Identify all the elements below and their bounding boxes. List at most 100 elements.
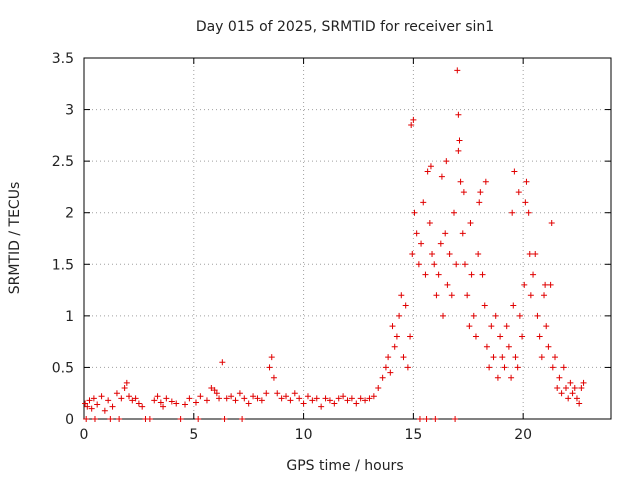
chart-title: Day 015 of 2025, SRMTID for receiver sin…: [196, 19, 494, 35]
data-point: [497, 333, 504, 340]
data-point: [107, 416, 114, 422]
data-point: [438, 173, 445, 180]
data-point: [444, 281, 451, 288]
data-point: [146, 416, 153, 422]
data-point: [236, 390, 243, 397]
data-point: [160, 403, 167, 410]
data-point: [457, 178, 464, 185]
data-point: [422, 271, 429, 278]
data-point: [291, 390, 298, 397]
x-tick-label: 15: [404, 427, 422, 443]
data-point: [84, 403, 91, 410]
data-point: [278, 395, 285, 402]
data-point: [460, 189, 467, 196]
data-point: [258, 397, 265, 404]
data-point: [548, 220, 555, 227]
data-point: [362, 397, 369, 404]
data-point: [132, 395, 139, 402]
data-point: [300, 400, 307, 407]
data-point: [211, 387, 218, 394]
data-point: [353, 400, 360, 407]
data-point: [481, 302, 488, 309]
data-point: [250, 393, 257, 400]
data-point: [446, 250, 453, 257]
data-point: [461, 261, 468, 268]
data-point: [467, 220, 474, 227]
data-point: [348, 395, 355, 402]
data-point: [580, 379, 587, 386]
data-point: [407, 333, 414, 340]
data-point: [527, 292, 534, 299]
data-point: [437, 240, 444, 247]
data-point: [522, 199, 529, 206]
data-point: [126, 393, 133, 400]
data-point: [443, 158, 450, 165]
data-point: [433, 292, 440, 299]
data-point: [560, 364, 567, 371]
plot-frame: [83, 57, 612, 420]
data-point: [318, 403, 325, 410]
data-point: [567, 379, 574, 386]
data-point: [562, 385, 569, 392]
data-point: [270, 374, 277, 381]
data-point: [482, 178, 489, 185]
data-point: [389, 323, 396, 330]
data-point: [448, 292, 455, 299]
data-point: [477, 189, 484, 196]
data-point: [578, 385, 585, 392]
data-point: [326, 397, 333, 404]
data-point: [479, 271, 486, 278]
x-axis-label: GPS time / hours: [286, 458, 403, 474]
data-point: [195, 416, 202, 422]
data-point: [483, 343, 490, 350]
data-point: [472, 333, 479, 340]
data-point: [519, 333, 526, 340]
data-point: [424, 168, 431, 175]
x-tick-label: 10: [295, 427, 313, 443]
data-point: [464, 292, 471, 299]
data-point: [423, 416, 430, 422]
data-point: [476, 199, 483, 206]
data-point: [283, 393, 290, 400]
data-point: [413, 230, 420, 237]
data-point: [391, 343, 398, 350]
data-point: [573, 395, 580, 402]
data-point: [129, 397, 136, 404]
data-point: [410, 116, 417, 123]
data-point: [554, 385, 561, 392]
data-point: [427, 163, 434, 170]
data-point: [494, 374, 501, 381]
data-point: [213, 390, 220, 397]
data-point: [197, 393, 204, 400]
data-point: [475, 250, 482, 257]
data-point: [98, 393, 105, 400]
data-point: [488, 323, 495, 330]
data-point: [466, 323, 473, 330]
data-point: [182, 401, 189, 408]
data-point: [177, 416, 184, 422]
data-point: [552, 354, 559, 361]
data-point: [516, 312, 523, 319]
data-point: [163, 395, 170, 402]
data-point: [101, 407, 108, 414]
y-tick-label: 2.5: [52, 154, 74, 170]
data-point: [503, 323, 510, 330]
x-tick-label: 5: [189, 427, 198, 443]
data-point: [113, 390, 120, 397]
data-point: [208, 385, 215, 392]
data-point: [420, 199, 427, 206]
data-point: [340, 393, 347, 400]
data-point: [375, 385, 382, 392]
data-point: [558, 390, 565, 397]
data-point: [116, 416, 123, 422]
y-axis-label: SRMTID / TECUs: [7, 182, 23, 295]
data-point: [418, 240, 425, 247]
data-point: [549, 364, 556, 371]
data-point: [398, 292, 405, 299]
data-point: [511, 168, 518, 175]
data-point: [543, 323, 550, 330]
data-point: [331, 400, 338, 407]
data-point: [453, 261, 460, 268]
y-tick-label: 1.5: [52, 257, 74, 273]
